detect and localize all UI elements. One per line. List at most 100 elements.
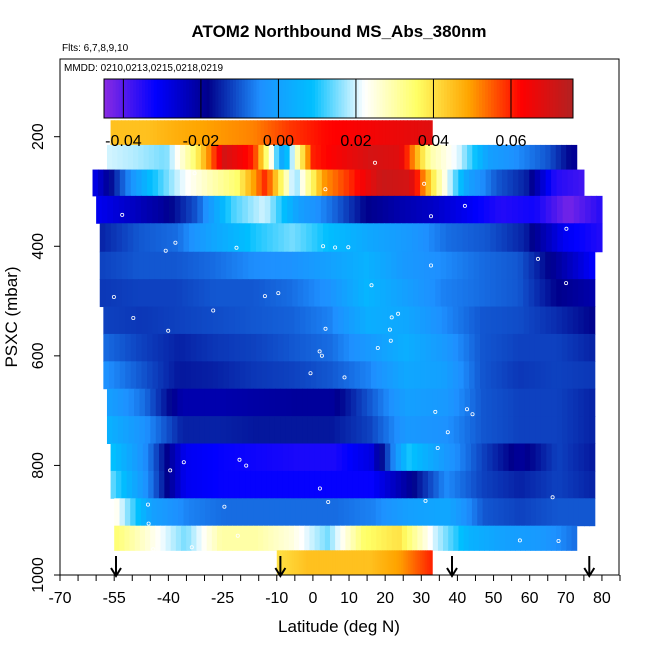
- colorbar-swatch: [109, 79, 114, 118]
- heat-cell: [373, 144, 379, 171]
- heat-cell: [155, 388, 162, 417]
- heat-cell: [503, 470, 510, 499]
- heat-cell: [185, 443, 192, 472]
- heat-cell: [144, 416, 151, 445]
- heat-cell: [405, 416, 412, 445]
- colorbar-swatch: [250, 79, 254, 118]
- heat-cell: [477, 498, 484, 527]
- heat-cell: [306, 223, 313, 253]
- heat-cell: [276, 550, 280, 576]
- heat-cell: [359, 550, 362, 576]
- heat-cell: [282, 443, 289, 472]
- heat-cell: [202, 443, 209, 472]
- x-tick-label: 10: [340, 590, 358, 607]
- heat-cell: [343, 195, 350, 224]
- heat-cell: [562, 195, 569, 224]
- heat-cell: [392, 550, 395, 576]
- colorbar-tick-label: 0.02: [340, 133, 371, 150]
- heat-cell: [334, 223, 341, 253]
- colorbar-swatch: [397, 79, 401, 118]
- heat-cell: [261, 223, 268, 253]
- heat-cell: [414, 361, 421, 390]
- heat-cell: [274, 388, 281, 417]
- heat-cell: [147, 333, 154, 362]
- heat-cell: [492, 443, 499, 472]
- heat-cell: [187, 251, 194, 280]
- heat-cell: [114, 361, 121, 390]
- heat-cell: [391, 498, 398, 527]
- heat-cell: [183, 223, 190, 253]
- heat-cell: [196, 443, 203, 472]
- heat-cell: [148, 443, 155, 472]
- flight-arrows: [110, 556, 596, 578]
- heat-cell: [152, 195, 159, 224]
- heat-cell: [215, 416, 222, 445]
- heat-cell: [402, 498, 409, 527]
- heat-cell: [492, 470, 499, 499]
- heat-cell: [138, 144, 145, 171]
- heat-cell: [305, 333, 312, 362]
- heat-cell: [534, 361, 541, 390]
- colorbar-tick-label: -0.02: [183, 133, 220, 150]
- heat-cell: [303, 251, 310, 280]
- heat-cell: [373, 550, 376, 576]
- heat-cell: [283, 333, 290, 362]
- heat-cell: [324, 525, 331, 551]
- sample-point: [276, 291, 281, 296]
- heat-cell: [367, 144, 374, 171]
- colorbar-swatch: [405, 79, 410, 118]
- heat-cell: [461, 498, 468, 527]
- heat-cell: [235, 120, 240, 146]
- heat-cell: [359, 333, 367, 362]
- heat-cell: [136, 306, 143, 335]
- sample-point: [168, 468, 173, 473]
- heat-cell: [435, 279, 442, 308]
- heat-cell: [390, 443, 397, 472]
- heat-cell: [550, 525, 557, 551]
- heat-cell: [596, 195, 603, 224]
- heat-cell: [108, 333, 115, 362]
- heat-cell: [234, 169, 241, 197]
- heat-cell: [326, 144, 332, 171]
- heat-cell: [190, 144, 197, 171]
- heat-cell: [247, 144, 254, 171]
- heat-cell: [288, 333, 296, 362]
- heat-cell: [578, 470, 585, 499]
- heat-cell: [174, 195, 182, 224]
- heat-cell: [124, 195, 131, 224]
- heat-cell: [405, 388, 412, 417]
- heat-cell: [529, 223, 536, 253]
- heat-cell: [352, 443, 359, 472]
- heat-cell: [112, 416, 119, 445]
- heat-cell: [153, 443, 160, 472]
- heat-cell: [535, 525, 542, 551]
- heat-cell: [185, 120, 190, 146]
- heat-cell: [523, 169, 530, 197]
- heat-cell: [495, 223, 503, 253]
- heat-cell: [468, 223, 475, 253]
- sample-point: [181, 460, 186, 465]
- heat-cell: [318, 388, 325, 417]
- heat-cell: [209, 388, 216, 417]
- arrow-head: [274, 567, 287, 578]
- heat-cell: [514, 443, 520, 472]
- heat-cell: [256, 333, 263, 362]
- heat-cell: [227, 144, 233, 171]
- heat-cell: [462, 223, 469, 253]
- heat-cell: [215, 388, 222, 417]
- heat-cell: [490, 333, 498, 362]
- heat-cell: [491, 169, 498, 197]
- heat-cell: [110, 279, 117, 308]
- heat-cell: [125, 361, 132, 390]
- heat-cell: [463, 306, 470, 335]
- heat-cell: [414, 550, 418, 576]
- colorbar-swatch: [350, 79, 354, 118]
- heat-cell: [255, 470, 262, 499]
- colorbar-swatch: [218, 79, 222, 118]
- heat-cell: [556, 306, 563, 335]
- sample-point: [166, 328, 171, 333]
- heat-cell: [463, 525, 470, 551]
- heat-cell: [518, 416, 525, 445]
- heat-cell: [92, 169, 99, 197]
